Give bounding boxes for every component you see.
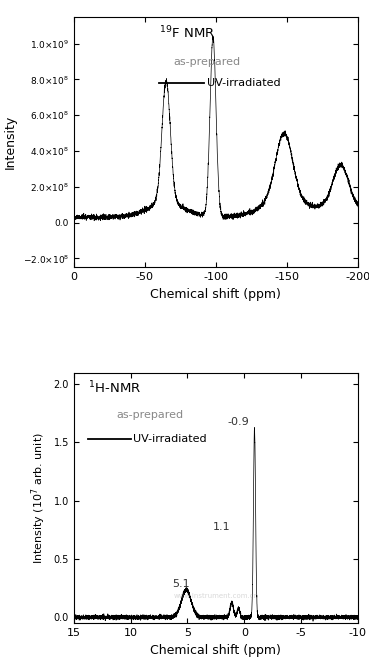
X-axis label: Chemical shift (ppm): Chemical shift (ppm) bbox=[151, 287, 281, 301]
Text: as-prepared: as-prepared bbox=[173, 57, 240, 67]
Text: UV-irradiated: UV-irradiated bbox=[134, 434, 207, 444]
Text: UV-irradiated: UV-irradiated bbox=[207, 78, 281, 88]
Text: $^{1}$H-NMR: $^{1}$H-NMR bbox=[88, 380, 141, 397]
X-axis label: Chemical shift (ppm): Chemical shift (ppm) bbox=[151, 643, 281, 657]
Text: 5.1: 5.1 bbox=[172, 579, 189, 589]
Text: -0.9: -0.9 bbox=[228, 417, 249, 427]
Text: as-prepared: as-prepared bbox=[117, 410, 183, 420]
Y-axis label: Intensity: Intensity bbox=[4, 115, 17, 169]
Text: $^{19}$F NMR: $^{19}$F NMR bbox=[159, 24, 215, 41]
Text: 1.1: 1.1 bbox=[213, 522, 230, 532]
Y-axis label: Intensity (10$^{7}$ arb. unit): Intensity (10$^{7}$ arb. unit) bbox=[30, 432, 48, 563]
Text: www.instrument.com.cn: www.instrument.com.cn bbox=[173, 593, 258, 599]
